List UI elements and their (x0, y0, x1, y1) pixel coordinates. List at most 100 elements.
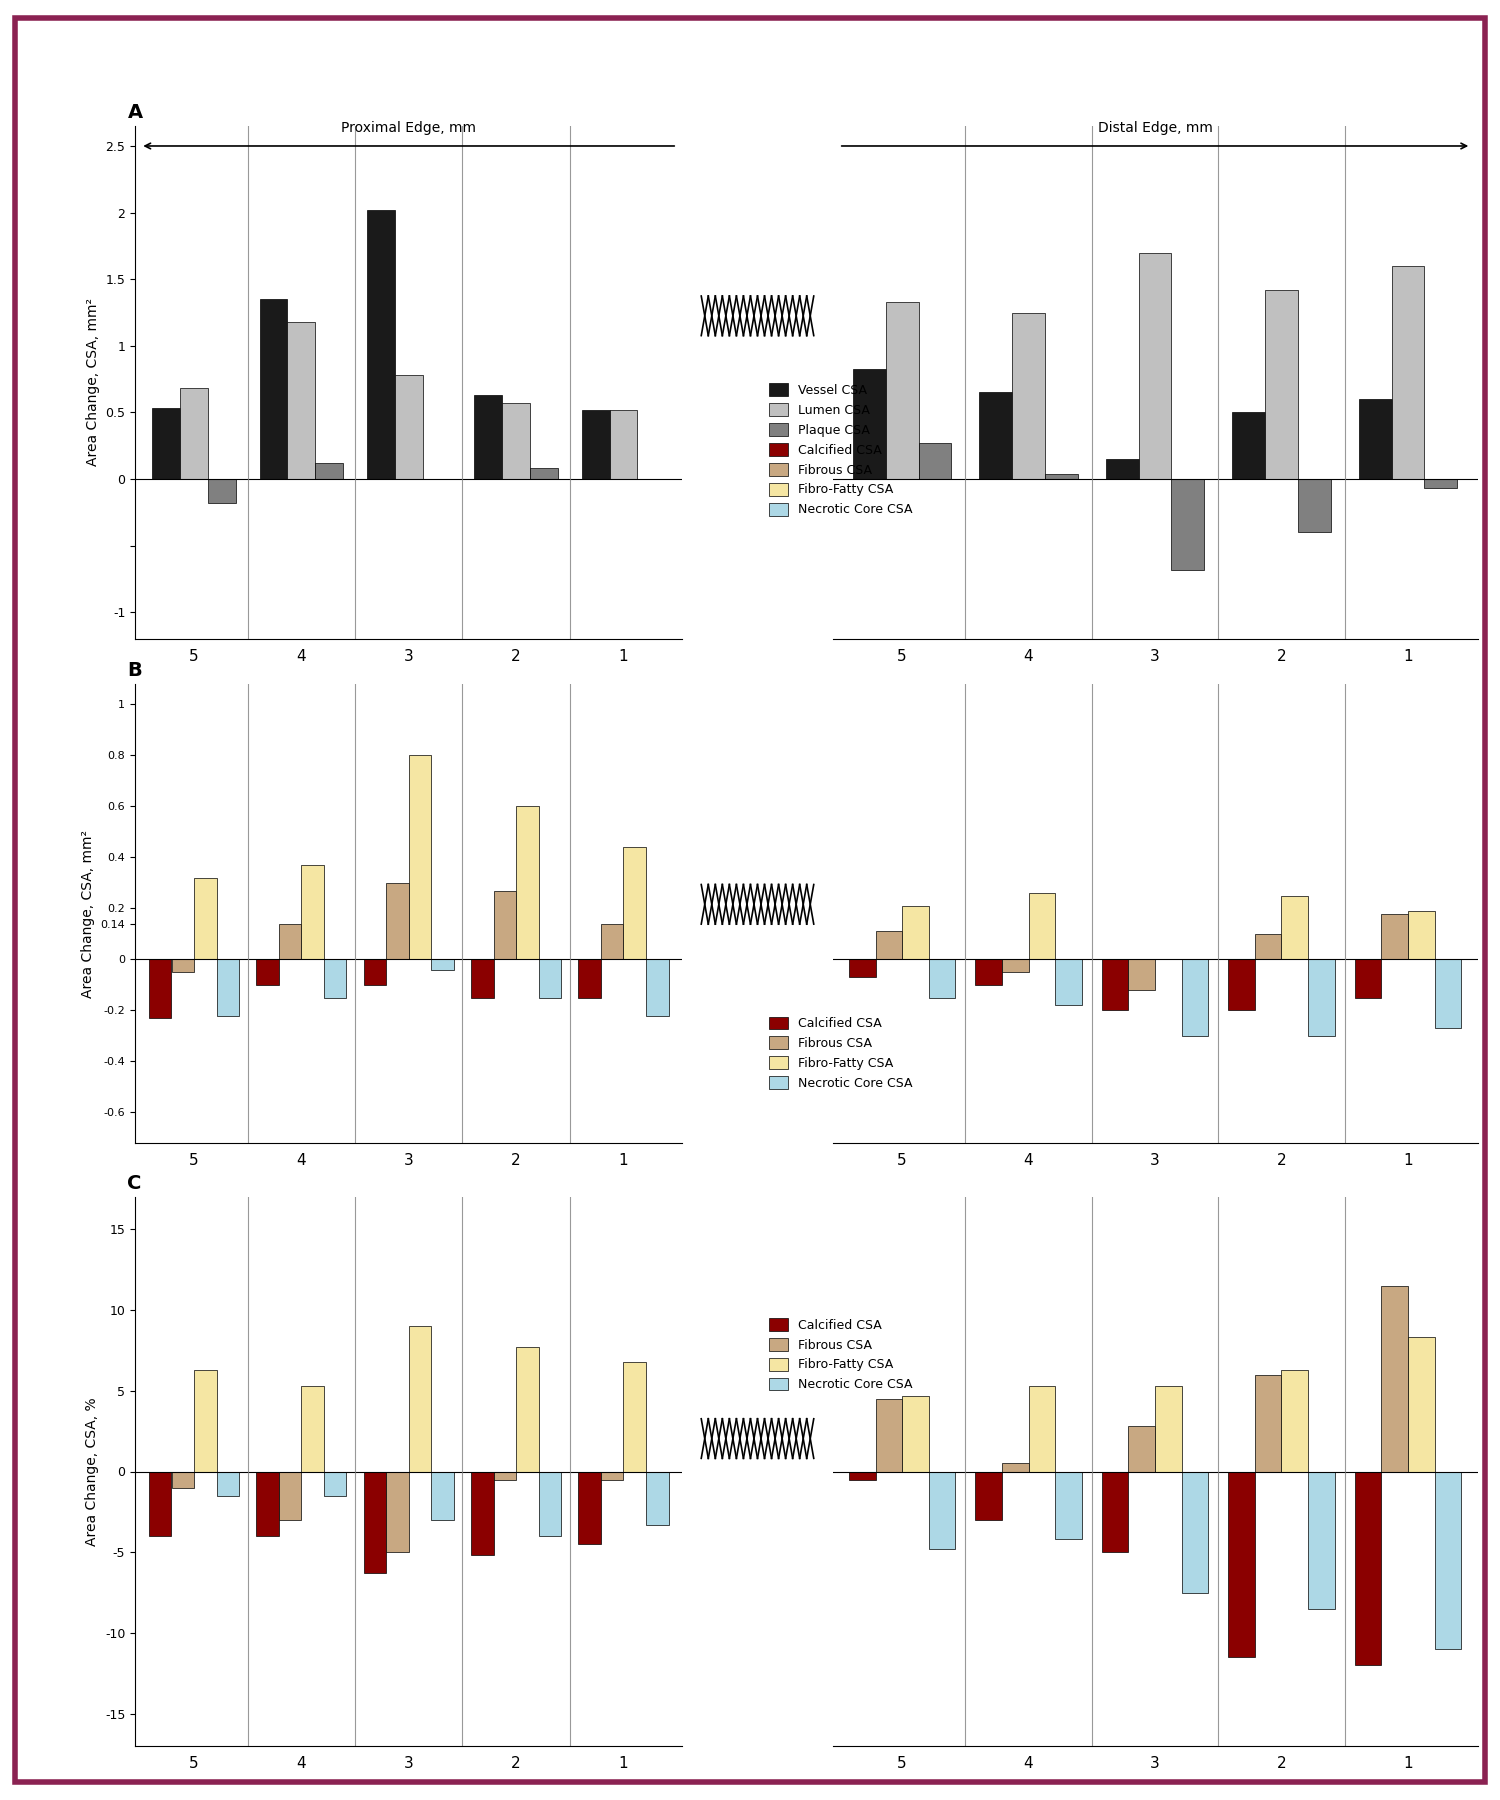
Bar (1382, 914, 1408, 959)
Bar (363, 959, 386, 985)
Y-axis label: Area Change, CSA, %: Area Change, CSA, % (86, 1397, 99, 1546)
Text: B: B (128, 661, 142, 680)
Bar (194, 878, 216, 959)
Bar (849, 959, 876, 977)
Bar (530, 468, 558, 479)
Bar (408, 1327, 432, 1472)
Bar (1434, 959, 1461, 1028)
Bar (1155, 1386, 1182, 1472)
Bar (386, 882, 408, 959)
Bar (1281, 1370, 1308, 1472)
Y-axis label: Area Change, CSA, mm²: Area Change, CSA, mm² (81, 830, 94, 997)
Bar (209, 479, 236, 502)
Bar (1354, 1472, 1382, 1665)
Bar (1046, 473, 1078, 479)
Bar (474, 396, 502, 479)
Bar (302, 1386, 324, 1472)
Bar (849, 1472, 876, 1480)
Bar (256, 959, 279, 985)
Bar (928, 1472, 956, 1550)
Y-axis label: Area Change, CSA, mm²: Area Change, CSA, mm² (86, 299, 99, 466)
Bar (852, 369, 885, 479)
Bar (928, 959, 956, 997)
Bar (216, 1472, 238, 1496)
Bar (1182, 959, 1208, 1037)
Bar (1232, 412, 1264, 479)
Bar (1128, 1426, 1155, 1472)
Bar (1029, 893, 1054, 959)
Text: Distal Edge, mm: Distal Edge, mm (1098, 121, 1212, 135)
Bar (1382, 1285, 1408, 1472)
Bar (1106, 459, 1138, 479)
Bar (324, 1472, 346, 1496)
Bar (1182, 1472, 1208, 1593)
Bar (579, 1472, 602, 1544)
Bar (386, 1472, 408, 1552)
Bar (1228, 959, 1256, 1010)
Bar (1172, 479, 1204, 571)
Bar (279, 923, 302, 959)
Bar (1002, 1463, 1029, 1472)
Bar (432, 959, 454, 970)
Bar (152, 409, 180, 479)
Bar (918, 443, 951, 479)
Bar (876, 931, 902, 959)
Bar (975, 959, 1002, 985)
Bar (494, 1472, 516, 1480)
Bar (368, 211, 394, 479)
Text: Proximal Edge, mm: Proximal Edge, mm (340, 121, 477, 135)
Bar (885, 302, 918, 479)
Bar (432, 1472, 454, 1519)
Bar (1002, 959, 1029, 972)
Text: C: C (128, 1174, 142, 1193)
Bar (579, 959, 602, 997)
Bar (279, 1472, 302, 1519)
Bar (1013, 313, 1046, 479)
Bar (1408, 1337, 1434, 1472)
Bar (363, 1472, 386, 1573)
Bar (980, 392, 1012, 479)
Bar (1102, 1472, 1128, 1552)
Bar (1354, 959, 1382, 997)
Bar (171, 1472, 194, 1487)
Bar (516, 806, 538, 959)
Bar (646, 959, 669, 1015)
Bar (148, 1472, 171, 1535)
Legend: Calcified CSA, Fibrous CSA, Fibro-Fatty CSA, Necrotic Core CSA: Calcified CSA, Fibrous CSA, Fibro-Fatty … (764, 1012, 916, 1094)
Bar (194, 1370, 216, 1472)
Bar (216, 959, 238, 1015)
Legend: Vessel CSA, Lumen CSA, Plaque CSA, Calcified CSA, Fibrous CSA, Fibro-Fatty CSA, : Vessel CSA, Lumen CSA, Plaque CSA, Calci… (764, 378, 916, 522)
Bar (1298, 479, 1330, 533)
Bar (503, 403, 530, 479)
Bar (471, 1472, 494, 1555)
Bar (171, 959, 194, 972)
Bar (324, 959, 346, 997)
Bar (624, 1363, 646, 1472)
Bar (538, 1472, 561, 1535)
Bar (180, 389, 209, 479)
Bar (1138, 252, 1172, 479)
Bar (260, 299, 288, 479)
Bar (1392, 266, 1425, 479)
Bar (902, 905, 928, 959)
Bar (148, 959, 171, 1019)
Text: A: A (128, 103, 142, 122)
Bar (1054, 959, 1082, 1004)
Bar (624, 848, 646, 959)
Bar (602, 923, 624, 959)
Bar (302, 866, 324, 959)
Bar (609, 410, 638, 479)
Bar (315, 463, 344, 479)
Bar (975, 1472, 1002, 1519)
Bar (1425, 479, 1458, 488)
Bar (256, 1472, 279, 1535)
Bar (1434, 1472, 1461, 1649)
Bar (1408, 911, 1434, 959)
Bar (1264, 290, 1298, 479)
Bar (1128, 959, 1155, 990)
Bar (1308, 1472, 1335, 1609)
Legend: Calcified CSA, Fibrous CSA, Fibro-Fatty CSA, Necrotic Core CSA: Calcified CSA, Fibrous CSA, Fibro-Fatty … (764, 1312, 916, 1397)
Bar (1281, 896, 1308, 959)
Bar (876, 1399, 902, 1472)
Bar (471, 959, 494, 997)
